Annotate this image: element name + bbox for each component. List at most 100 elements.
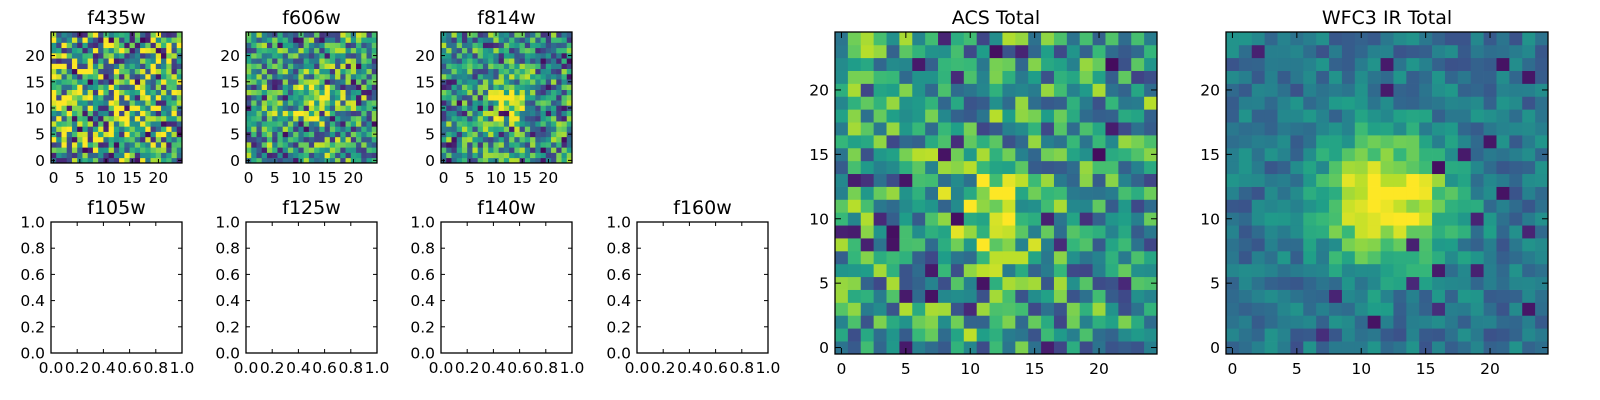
heatmap-cell bbox=[551, 136, 557, 143]
heatmap-cell bbox=[503, 58, 510, 64]
heatmap-cell bbox=[77, 142, 83, 148]
heatmap-cell bbox=[519, 131, 526, 138]
heatmap-cell bbox=[467, 110, 473, 117]
heatmap-cell bbox=[56, 84, 62, 90]
heatmap-cell bbox=[246, 142, 252, 148]
heatmap-cell bbox=[319, 157, 325, 164]
heatmap-cell bbox=[277, 68, 284, 75]
heatmap-cell bbox=[1118, 44, 1132, 59]
heatmap-cell bbox=[886, 289, 900, 303]
y-tick-label: 5 bbox=[425, 126, 435, 144]
heatmap-cell bbox=[519, 73, 526, 80]
heatmap-cell bbox=[256, 100, 263, 106]
heatmap-cell bbox=[561, 89, 568, 96]
heatmap-cell bbox=[251, 136, 257, 143]
heatmap-cell bbox=[140, 121, 146, 127]
heatmap-cell bbox=[847, 186, 862, 200]
heatmap-cell bbox=[119, 32, 125, 38]
heatmap-cell bbox=[150, 105, 157, 111]
x-tick-label: 0.0 bbox=[234, 359, 259, 377]
heatmap-cell bbox=[345, 79, 352, 85]
heatmap-cell bbox=[467, 131, 473, 138]
heatmap-cell bbox=[535, 131, 541, 138]
heatmap-cell bbox=[366, 63, 373, 70]
heatmap-cell bbox=[1522, 173, 1536, 187]
heatmap-cell bbox=[989, 250, 1003, 265]
x-tick-label: 0.2 bbox=[651, 359, 676, 377]
heatmap-cell bbox=[1144, 83, 1158, 97]
heatmap-cell bbox=[477, 105, 484, 111]
axes-frame bbox=[1225, 31, 1549, 355]
heatmap-cell bbox=[540, 131, 547, 138]
heatmap-cell bbox=[551, 37, 557, 43]
heatmap-cell bbox=[1238, 57, 1253, 71]
heatmap-cell bbox=[71, 63, 78, 70]
heatmap-cell bbox=[87, 79, 94, 85]
heatmap-cell bbox=[124, 157, 130, 164]
heatmap-cell bbox=[134, 94, 141, 101]
heatmap-cell bbox=[1066, 109, 1081, 123]
heatmap-cell bbox=[561, 63, 568, 70]
heatmap-cell bbox=[340, 32, 346, 38]
heatmap-cell bbox=[1329, 250, 1343, 265]
heatmap-cell bbox=[1329, 173, 1343, 187]
heatmap-cell bbox=[1015, 186, 1029, 200]
heatmap-cell bbox=[145, 152, 151, 159]
heatmap-cell bbox=[371, 58, 378, 64]
heatmap-cell bbox=[938, 315, 952, 329]
heatmap-cell bbox=[124, 89, 130, 96]
heatmap-cell bbox=[66, 52, 73, 59]
heatmap-cell bbox=[1522, 341, 1536, 355]
heatmap-cell bbox=[251, 126, 257, 132]
heatmap-cell bbox=[938, 199, 952, 213]
heatmap-cell bbox=[1406, 263, 1420, 278]
heatmap-cell bbox=[1277, 96, 1291, 110]
x-tick-label: 0.8 bbox=[729, 359, 754, 377]
heatmap-cell bbox=[1470, 32, 1484, 46]
heatmap-cell bbox=[92, 136, 99, 143]
heatmap-cell bbox=[87, 37, 94, 43]
heatmap-cell bbox=[51, 73, 57, 80]
heatmap-cell bbox=[340, 37, 346, 43]
heatmap-cell bbox=[963, 289, 978, 303]
heatmap-cell bbox=[282, 147, 289, 153]
heatmap-cell bbox=[150, 142, 157, 148]
heatmap-cell bbox=[1470, 238, 1484, 252]
heatmap-cell bbox=[140, 89, 146, 96]
heatmap-cell bbox=[488, 32, 494, 38]
heatmap-cell bbox=[561, 142, 568, 148]
heatmap-cell bbox=[545, 47, 552, 54]
heatmap-cell bbox=[498, 94, 505, 101]
heatmap-cell bbox=[324, 147, 331, 153]
heatmap-cell bbox=[912, 44, 926, 59]
heatmap-cell bbox=[256, 121, 263, 127]
heatmap-cell bbox=[56, 121, 62, 127]
heatmap-cell bbox=[1316, 44, 1330, 59]
heatmap-cell bbox=[1432, 83, 1446, 97]
heatmap-cell bbox=[56, 89, 62, 96]
heatmap-cell bbox=[145, 37, 151, 43]
heatmap-cell bbox=[1290, 83, 1304, 97]
heatmap-cell bbox=[1393, 199, 1407, 213]
heatmap-cell bbox=[456, 115, 463, 122]
heatmap-cell bbox=[150, 136, 157, 143]
heatmap-cell bbox=[1406, 315, 1420, 329]
heatmap-cell bbox=[145, 142, 151, 148]
heatmap-cell bbox=[524, 115, 531, 122]
heatmap-cell bbox=[963, 160, 978, 175]
heatmap-cell bbox=[303, 52, 310, 59]
heatmap-cell bbox=[1105, 186, 1119, 200]
heatmap-cell bbox=[461, 58, 468, 64]
heatmap-cell bbox=[493, 121, 499, 127]
heatmap-cell bbox=[335, 121, 341, 127]
x-tick-label: 15 bbox=[1025, 360, 1045, 378]
heatmap-cell bbox=[361, 115, 367, 122]
heatmap-cell bbox=[1483, 238, 1497, 252]
heatmap-cell bbox=[477, 84, 484, 90]
heatmap-cell bbox=[976, 328, 990, 342]
heatmap-cell bbox=[1406, 147, 1420, 162]
heatmap-cell bbox=[938, 96, 952, 110]
heatmap-cell bbox=[314, 89, 320, 96]
heatmap-cell bbox=[329, 121, 336, 127]
heatmap-cell bbox=[293, 126, 299, 132]
